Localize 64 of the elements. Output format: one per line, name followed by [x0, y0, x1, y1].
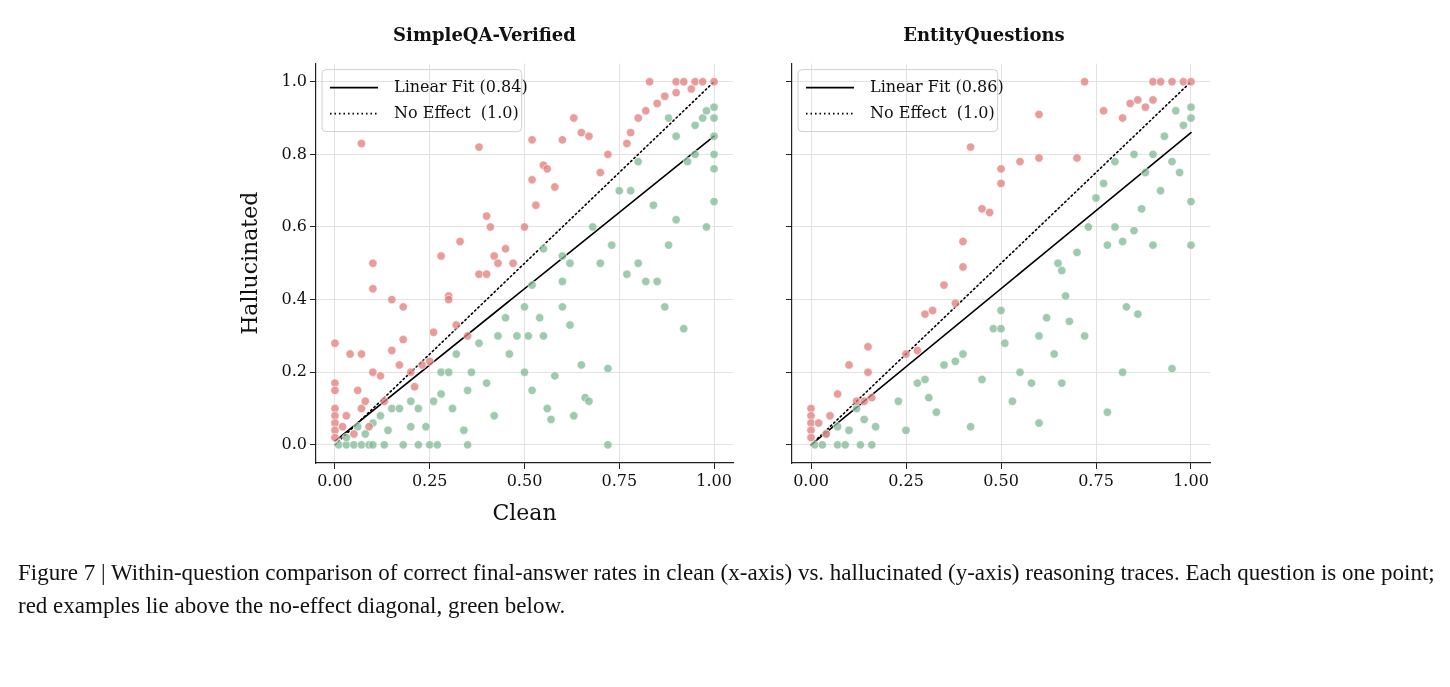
point — [996, 164, 1006, 174]
point — [939, 280, 949, 290]
y-tick-label: 0.6 — [281, 216, 307, 236]
point — [852, 396, 862, 406]
point — [1133, 95, 1143, 105]
x-tick-label: 0.00 — [793, 470, 829, 490]
chart-title: SimpleQA-Verified — [393, 24, 577, 46]
point — [912, 345, 922, 355]
point — [814, 418, 824, 428]
point — [1156, 77, 1166, 87]
x-tick-label: 0.50 — [506, 470, 543, 490]
point — [985, 207, 995, 217]
y-axis-title: Hallucinated — [236, 191, 262, 335]
point — [833, 389, 843, 399]
y-tick-label: 0.2 — [281, 361, 307, 381]
legend-label: No Effect (1.0) — [394, 102, 519, 122]
point — [920, 309, 930, 319]
x-axis-title: Clean — [492, 499, 557, 525]
point — [1034, 109, 1044, 119]
caption: Figure 7 | Within-question comparison of correct final-answer rates in clean (x-axis) vs. hallucinated (y-axis) reasoning traces. Each question is one point; red examples lie above the no-effect diagonal, green below. — [18, 559, 1436, 620]
point — [901, 349, 911, 359]
x-tick-label: 0.00 — [317, 470, 353, 490]
x-tick-label: 0.25 — [888, 470, 924, 490]
point — [966, 142, 976, 152]
point — [928, 306, 938, 315]
x-tick-label: 0.25 — [411, 470, 448, 490]
point — [1140, 102, 1150, 112]
point — [1125, 99, 1135, 109]
point — [1167, 77, 1177, 87]
point — [1034, 153, 1044, 163]
point — [958, 262, 968, 272]
point — [958, 237, 968, 247]
point — [1118, 113, 1128, 123]
x-tick-label: 0.75 — [601, 470, 638, 490]
point — [867, 393, 877, 403]
point — [863, 367, 873, 377]
point — [863, 342, 873, 352]
point — [996, 178, 1006, 188]
point — [1148, 77, 1158, 87]
point — [950, 298, 960, 308]
point — [1186, 77, 1196, 87]
point — [806, 433, 816, 443]
point — [825, 411, 835, 421]
y-tick-label: 1.0 — [281, 70, 307, 90]
point — [1080, 77, 1090, 87]
point — [844, 360, 854, 370]
y-tick-label: 0.4 — [281, 288, 307, 308]
point — [1099, 106, 1109, 116]
point — [1178, 77, 1188, 87]
y-tick-label: 0.8 — [281, 143, 307, 163]
point — [859, 396, 869, 406]
legend-label: No Effect (1.0) — [870, 102, 995, 122]
x-tick-label: 1.00 — [1173, 470, 1209, 490]
chart-title: EntityQuestions — [903, 24, 1065, 46]
point — [1072, 153, 1082, 163]
x-tick-label: 0.50 — [983, 470, 1019, 490]
x-tick-label: 0.75 — [1078, 470, 1114, 490]
point — [1015, 157, 1025, 167]
y-tick-label: 0.0 — [281, 434, 307, 453]
point — [977, 204, 987, 214]
point — [1148, 95, 1158, 105]
x-tick-label: 1.00 — [696, 470, 732, 490]
legend-label: Linear Fit (0.86) — [870, 76, 1004, 96]
legend-label: Linear Fit (0.84) — [394, 76, 528, 96]
